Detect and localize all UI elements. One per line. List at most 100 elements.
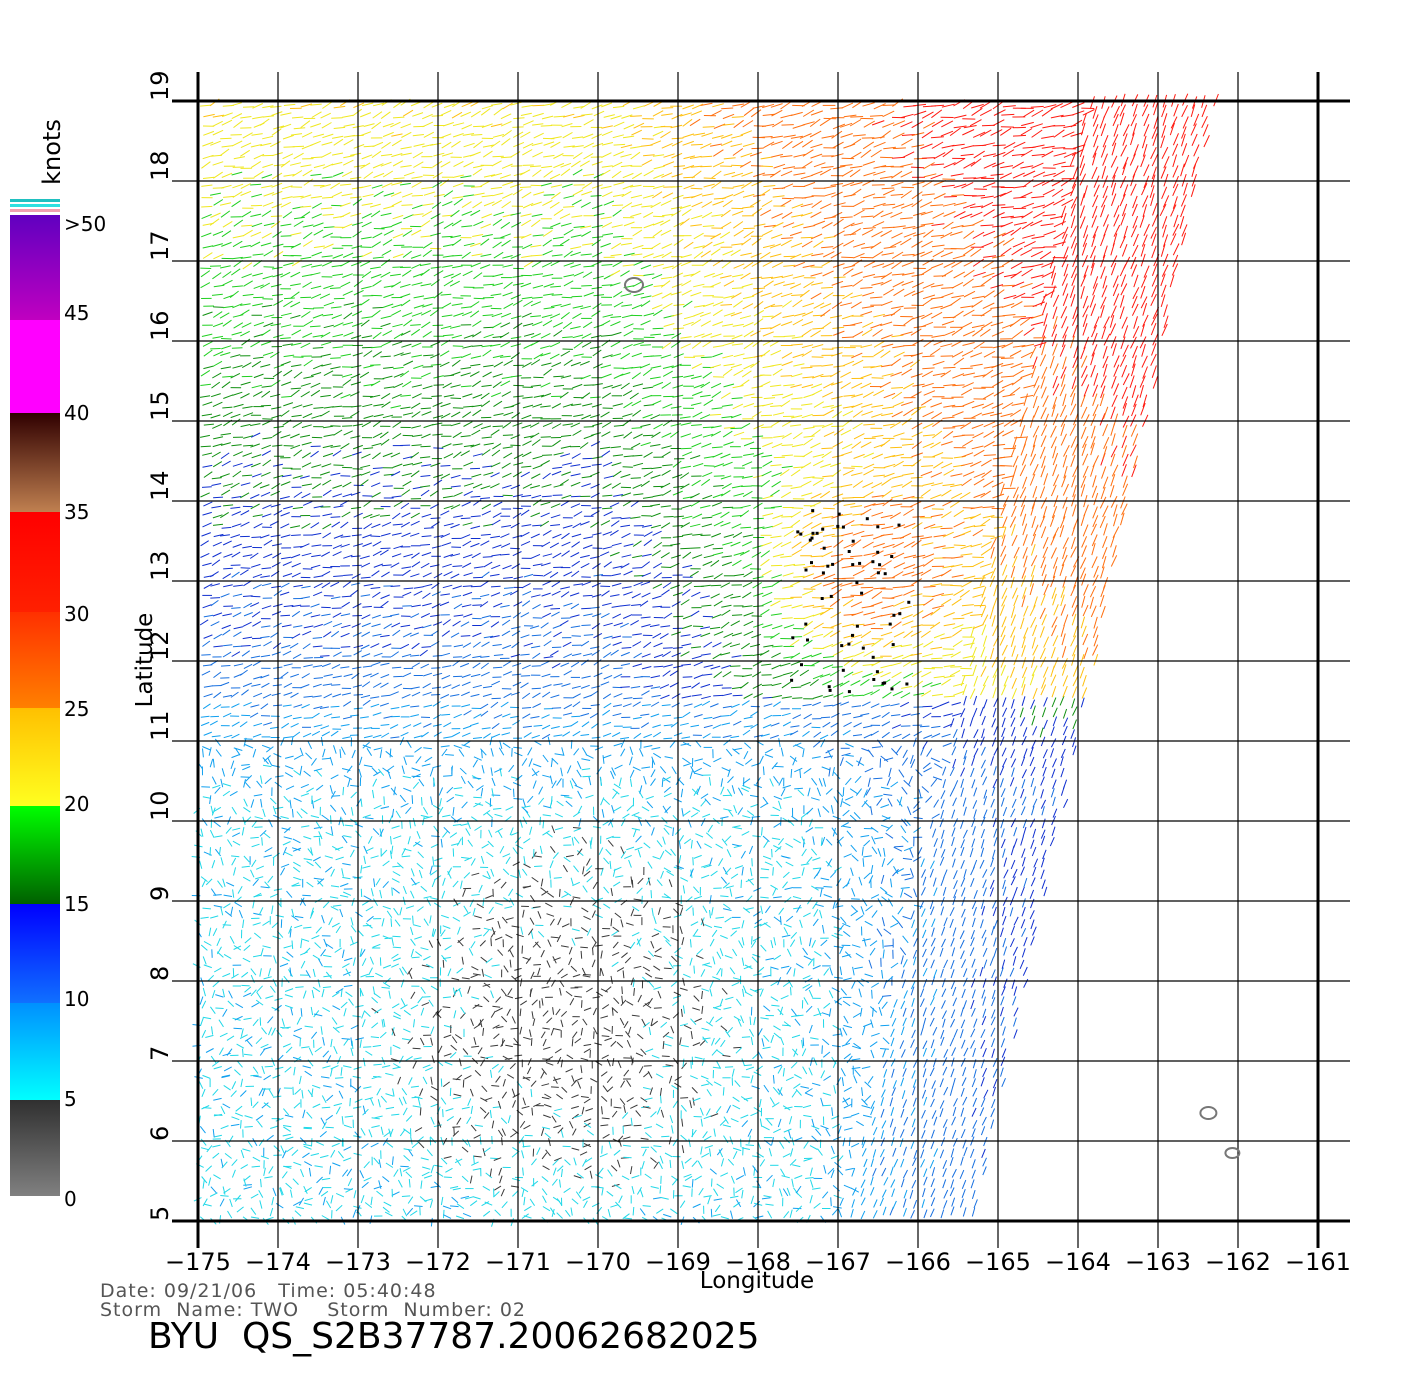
wind-vector: [621, 986, 623, 995]
wind-vector: [461, 1175, 469, 1183]
legend-label: 15: [64, 892, 89, 916]
wind-vector: [261, 1102, 269, 1109]
wind-vector: [776, 860, 783, 868]
wind-vector: [256, 1120, 263, 1128]
wind-vector: [200, 916, 209, 919]
wind-vector: [461, 856, 470, 859]
wind-vector: [330, 1149, 336, 1158]
wind-vector: [757, 1050, 763, 1059]
wind-vector: [1070, 729, 1075, 739]
wind-vector: [789, 1209, 793, 1218]
wind-vector: [999, 778, 1004, 788]
wind-vector: [562, 864, 568, 873]
wind-vector: [794, 1137, 803, 1142]
wind-vector: [343, 700, 352, 707]
wind-vector: [971, 646, 977, 658]
wind-vector: [1009, 938, 1015, 948]
wind-vector: [275, 1117, 284, 1122]
wind-vector: [929, 997, 935, 1006]
wind-vector: [920, 858, 925, 868]
wind-vector: [530, 1080, 537, 1087]
wind-vector: [591, 722, 599, 729]
wind-vector: [839, 966, 843, 976]
wind-vector: [315, 926, 322, 934]
wind-vector: [663, 967, 672, 970]
wind-vector: [379, 889, 383, 899]
wind-vector: [202, 1016, 212, 1020]
wind-vector: [723, 1135, 729, 1144]
wind-vector: [650, 1186, 659, 1189]
wind-vector: [623, 1069, 630, 1077]
wind-vector: [481, 764, 485, 774]
wind-vector: [952, 1129, 957, 1139]
wind-vector: [203, 1203, 212, 1207]
wind-vector: [703, 864, 712, 869]
wind-vector: [698, 1187, 704, 1196]
wind-vector: [614, 912, 622, 919]
wind-vector: [943, 695, 955, 698]
wind-vector: [261, 625, 271, 628]
wind-vector: [562, 731, 571, 737]
wind-vector: [883, 793, 893, 796]
wind-vector: [321, 1095, 327, 1104]
wind-vector: [980, 1077, 985, 1087]
wind-vector: [791, 1178, 794, 1187]
wind-vector: [901, 757, 909, 766]
wind-vector: [264, 881, 271, 889]
wind-vector: [890, 922, 899, 928]
wind-vector: [939, 1108, 944, 1118]
wind-vector: [209, 1192, 218, 1197]
wind-vector: [850, 867, 854, 877]
wind-vector: [670, 937, 678, 942]
wind-vector: [1051, 624, 1057, 637]
wind-vector: [707, 824, 714, 833]
wind-vector: [450, 694, 460, 697]
wind-vector: [900, 692, 911, 699]
wind-vector: [601, 1035, 610, 1037]
wind-vector: [1093, 654, 1099, 666]
wind-vector: [854, 1069, 861, 1077]
wind-vector: [293, 704, 303, 708]
wind-vector: [1061, 633, 1066, 646]
wind-vector: [252, 922, 261, 926]
wind-vector: [726, 1105, 732, 1114]
wind-vector: [256, 780, 263, 788]
wind-vector: [255, 999, 264, 1006]
wind-vector: [795, 1088, 802, 1096]
wind-vector: [1001, 717, 1006, 728]
wind-vector: [821, 1045, 823, 1054]
wind-vector: [991, 1099, 996, 1109]
wind-vector: [547, 892, 555, 898]
wind-vector: [531, 1180, 539, 1187]
wind-vector: [409, 1210, 418, 1216]
wind-vector: [243, 663, 253, 670]
wind-vector: [579, 1151, 588, 1156]
wind-vector: [472, 777, 482, 780]
wind-vector: [417, 996, 424, 1004]
wind-vector: [402, 1208, 408, 1217]
wind-vector: [450, 1044, 458, 1051]
wind-vector: [803, 630, 814, 637]
wind-vector: [617, 1159, 621, 1168]
wind-vector: [793, 968, 796, 977]
wind-vector: [1071, 686, 1078, 698]
wind-vector: [950, 969, 955, 979]
wind-vector: [505, 1044, 513, 1048]
wind-vector: [761, 663, 772, 666]
wind-vector: [227, 1210, 233, 1219]
wind-vector: [661, 778, 664, 788]
wind-vector: [398, 1097, 404, 1106]
wind-vector: [842, 801, 851, 807]
wind-vector: [252, 733, 262, 738]
wind-vector: [372, 789, 375, 799]
wind-vector: [376, 1087, 382, 1096]
wind-vector: [620, 686, 630, 688]
wind-vector: [373, 1063, 382, 1066]
wind-vector: [1021, 898, 1026, 908]
wind-vector: [413, 1019, 415, 1028]
wind-vector: [462, 889, 466, 897]
wind-vector: [310, 815, 320, 819]
wind-vector: [481, 1085, 488, 1093]
wind-vector: [922, 1068, 927, 1078]
wind-vector: [578, 1186, 585, 1194]
